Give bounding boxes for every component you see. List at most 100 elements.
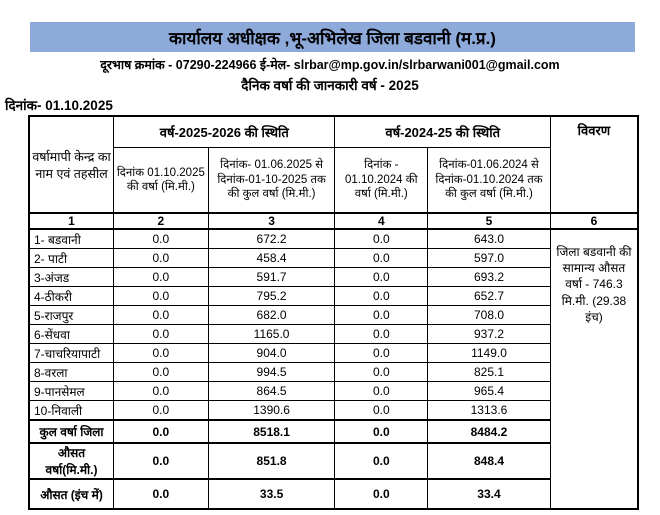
- rain-value: 0.0: [334, 228, 429, 249]
- rain-value: 0.0: [334, 343, 429, 363]
- table-sub-header-row: दिनांक 01.10.2025 की वर्षा (मि.मी.) दिना…: [29, 147, 638, 214]
- average-mm-value: 851.8: [207, 442, 336, 480]
- column-number-4: 4: [334, 212, 429, 230]
- rain-value: 864.5: [207, 381, 336, 401]
- station-name: 1- बडवानी: [28, 228, 115, 249]
- rain-value: 1149.0: [427, 343, 551, 363]
- rain-value: 1165.0: [207, 324, 336, 344]
- rain-value: 591.7: [207, 267, 336, 287]
- total-value: 0.0: [113, 419, 209, 444]
- rain-value: 672.2: [207, 228, 336, 249]
- table-row: 10-निवाली 0.0 1390.6 0.0 1313.6: [28, 400, 638, 421]
- rain-value: 0.0: [334, 400, 429, 421]
- rain-value: 0.0: [334, 267, 429, 287]
- report-subtitle: दैनिक वर्षा की जानकारी वर्ष - 2025: [241, 78, 419, 93]
- column-number-6: 6: [549, 212, 639, 230]
- rain-value: 1313.6: [427, 400, 551, 421]
- table-row: 6-सेंधवा 0.0 1165.0 0.0 937.2: [28, 324, 638, 344]
- table-row: 9-पानसेमल 0.0 864.5 0.0 965.4: [28, 381, 638, 401]
- office-title-banner: कार्यालय अधीक्षक ,भू-अभिलेख जिला बडवानी …: [30, 22, 635, 52]
- table-row: 8-वरला 0.0 994.5 0.0 825.1: [28, 362, 638, 382]
- rain-value: 0.0: [113, 267, 209, 287]
- rain-value: 458.4: [207, 248, 336, 268]
- total-row: कुल वर्षा जिला 0.0 8518.1 0.0 8484.2: [28, 419, 638, 444]
- table-group-header-row: वर्षामापी केन्द्र का नाम एवं तहसील वर्ष-…: [28, 115, 639, 214]
- header-year-2025-2026: वर्ष-2025-2026 की स्थिति: [113, 115, 336, 148]
- rain-value: 643.0: [427, 228, 551, 249]
- rain-value: 0.0: [334, 248, 429, 268]
- average-inch-value: 0.0: [113, 478, 209, 510]
- column-number-3: 3: [207, 212, 336, 230]
- table-row: 2- पाटी 0.0 458.4 0.0 597.0: [28, 248, 638, 268]
- station-name: 5-राजपुर: [28, 305, 115, 325]
- rain-value: 0.0: [113, 286, 209, 306]
- table-row: 7-चाचरियापाटी 0.0 904.0 0.0 1149.0: [28, 343, 638, 363]
- rain-value: 965.4: [427, 381, 551, 401]
- rainfall-table: वर्षामापी केन्द्र का नाम एवं तहसील वर्ष-…: [28, 115, 639, 510]
- contact-line: दूरभाष क्रमांक - 07290-224966 ई-मेल- slr…: [100, 58, 560, 72]
- subheader-rain-on-date-2025: दिनांक 01.10.2025 की वर्षा (मि.मी.): [113, 147, 209, 214]
- rain-value: 0.0: [113, 248, 209, 268]
- header-year-2024-25: वर्ष-2024-25 की स्थिति: [334, 115, 551, 148]
- table-row: 3-अंजड 0.0 591.7 0.0 693.2: [28, 267, 638, 287]
- rain-value: 0.0: [113, 343, 209, 363]
- rain-value: 652.7: [427, 286, 551, 306]
- rain-value: 682.0: [207, 305, 336, 325]
- subheader-total-rain-2024: दिनांक-01.06.2024 से दिनांक-01.10.2024 त…: [427, 147, 551, 214]
- office-title: कार्यालय अधीक्षक ,भू-अभिलेख जिला बडवानी …: [169, 28, 496, 48]
- header-station-name: वर्षामापी केन्द्र का नाम एवं तहसील: [28, 115, 115, 214]
- rain-value: 0.0: [334, 381, 429, 401]
- rain-value: 0.0: [113, 362, 209, 382]
- table-row: 5-राजपुर 0.0 682.0 0.0 708.0: [28, 305, 638, 325]
- average-inch-value: 33.4: [427, 478, 551, 510]
- average-mm-value: 848.4: [427, 442, 551, 480]
- station-name: 8-वरला: [28, 362, 115, 382]
- total-value: 8484.2: [427, 419, 551, 444]
- average-inch-row: औसत (इंच में) 0.0 33.5 0.0 33.4: [28, 478, 638, 510]
- details-note: जिला बडवानी की सामान्य औसत वर्षा - 746.3…: [549, 228, 639, 510]
- rain-value: 0.0: [113, 400, 209, 421]
- column-number-2: 2: [113, 212, 209, 230]
- average-inch-value: 33.5: [207, 478, 336, 510]
- table-row: 4-ठीकरी 0.0 795.2 0.0 652.7: [28, 286, 638, 306]
- rain-value: 0.0: [334, 362, 429, 382]
- rain-value: 597.0: [427, 248, 551, 268]
- station-name: 6-सेंधवा: [28, 324, 115, 344]
- station-name: 4-ठीकरी: [28, 286, 115, 306]
- column-number-row: 1 2 3 4 5 6: [28, 212, 639, 230]
- average-mm-row: औसत वर्षा(मि.मी.) 0.0 851.8 0.0 848.4: [28, 442, 638, 480]
- column-number-1: 1: [28, 212, 115, 230]
- rain-value: 708.0: [427, 305, 551, 325]
- station-name: 10-निवाली: [28, 400, 115, 421]
- header-details: विवरण: [549, 115, 639, 214]
- subheader-rain-on-date-2024: दिनांक - 01.10.2024 की वर्षा (मि.मी.): [334, 147, 429, 214]
- rain-value: 0.0: [334, 286, 429, 306]
- station-name: 3-अंजड: [28, 267, 115, 287]
- total-row-label: कुल वर्षा जिला: [28, 419, 115, 444]
- station-name: 9-पानसेमल: [28, 381, 115, 401]
- subheader-total-rain-2025: दिनांक- 01.06.2025 से दिनांक-01-10-2025 …: [207, 147, 336, 214]
- rain-value: 0.0: [113, 305, 209, 325]
- rain-value: 0.0: [334, 305, 429, 325]
- rain-value: 0.0: [113, 228, 209, 249]
- rain-value: 994.5: [207, 362, 336, 382]
- station-name: 7-चाचरियापाटी: [28, 343, 115, 363]
- station-name: 2- पाटी: [28, 248, 115, 268]
- report-date: दिनांक- 01.10.2025: [5, 98, 113, 113]
- rain-value: 0.0: [113, 324, 209, 344]
- rain-value: 0.0: [334, 324, 429, 344]
- total-value: 0.0: [334, 419, 429, 444]
- rain-value: 795.2: [207, 286, 336, 306]
- average-mm-value: 0.0: [113, 442, 209, 480]
- rain-value: 0.0: [113, 381, 209, 401]
- column-number-5: 5: [427, 212, 551, 230]
- rain-value: 825.1: [427, 362, 551, 382]
- rain-value: 693.2: [427, 267, 551, 287]
- average-inch-label: औसत (इंच में): [28, 478, 115, 510]
- rain-value: 937.2: [427, 324, 551, 344]
- table-row: 1- बडवानी 0.0 672.2 0.0 643.0 जिला बडवान…: [28, 228, 639, 510]
- average-mm-label: औसत वर्षा(मि.मी.): [28, 442, 115, 480]
- total-value: 8518.1: [207, 419, 336, 444]
- average-mm-value: 0.0: [334, 442, 429, 480]
